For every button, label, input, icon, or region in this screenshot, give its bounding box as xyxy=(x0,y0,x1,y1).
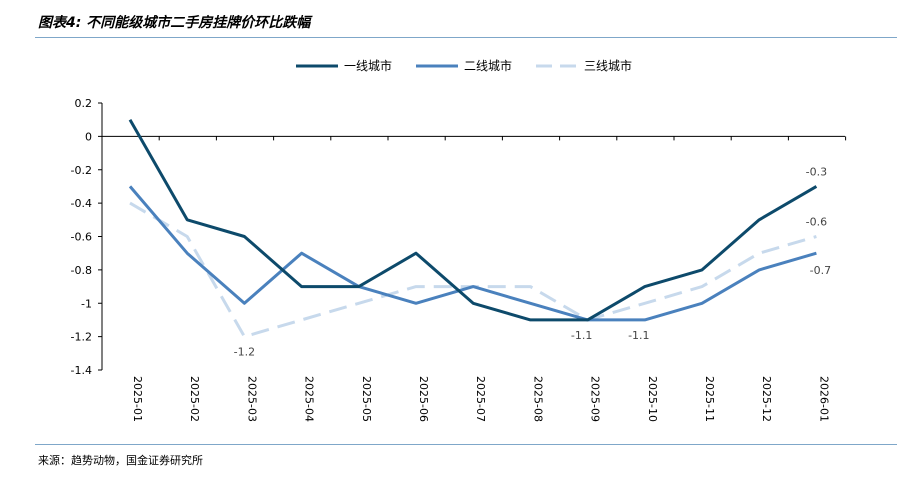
data-label: -0.6 xyxy=(806,216,827,229)
chart-title: 图表4: 不同能级城市二手房挂牌价环比跌幅 xyxy=(38,15,311,31)
series-line-2 xyxy=(128,185,817,322)
x-tick-label: 2025-10 xyxy=(646,376,659,422)
series-layer xyxy=(128,118,818,339)
data-labels: -0.3 -0.7 -0.6 -1.2 -1.1 -1.1 xyxy=(234,165,831,358)
data-label: -1.1 xyxy=(628,329,649,342)
y-tick-label: -1.4 xyxy=(71,364,92,377)
y-tick-label: -0.2 xyxy=(71,164,92,177)
x-tick-label: 2025-02 xyxy=(188,376,201,422)
y-tick-label: -0.4 xyxy=(71,197,92,210)
y-tick-label: 0 xyxy=(85,130,92,143)
data-label: -1.2 xyxy=(234,346,255,359)
data-label: -0.3 xyxy=(806,165,827,178)
x-tick-label: 2025-09 xyxy=(589,376,602,422)
series-line-3 xyxy=(129,201,817,339)
line-chart: 一线城市 二线城市 三线城市 0.20-0.2-0.4-0.6-0.8-1-1.2-… xyxy=(71,58,847,422)
x-tick-label: 2025-06 xyxy=(417,376,430,422)
x-axis: 2025-01 2025-02 2025-03 2025-04 2025-05 2025-… xyxy=(101,135,847,422)
title-divider xyxy=(35,37,897,38)
data-label: -0.7 xyxy=(810,264,831,277)
y-tick-label: -1 xyxy=(81,297,92,310)
x-tick-label: 2025-12 xyxy=(760,376,773,422)
x-tick-label: 2025-05 xyxy=(360,376,373,422)
series-line-1 xyxy=(128,118,818,322)
x-tick-label: 2025-03 xyxy=(245,376,258,422)
legend-label: 三线城市 xyxy=(584,58,632,73)
data-label: -1.1 xyxy=(571,329,592,342)
y-tick-label: -1.2 xyxy=(71,331,92,344)
x-tick-label: 2025-04 xyxy=(303,376,316,422)
x-tick-label: 2025-01 xyxy=(131,376,144,422)
y-axis: 0.2 0 -0.2 -0.4 -0.6 -0.8 -1 -1.2 -1.4 xyxy=(71,97,103,377)
x-tick-label: 2026-01 xyxy=(817,376,830,422)
y-tick-label: -0.6 xyxy=(71,231,92,244)
x-tick-label: 2025-07 xyxy=(474,376,487,422)
x-tick-label: 2025-11 xyxy=(703,376,716,422)
source-note: 来源：趋势动物，国金证券研究所 xyxy=(38,454,203,467)
legend-label: 一线城市 xyxy=(344,58,392,73)
y-tick-label: -0.8 xyxy=(71,264,92,277)
y-tick-label: 0.2 xyxy=(75,97,93,110)
legend: 一线城市 二线城市 三线城市 xyxy=(296,58,632,73)
source-divider xyxy=(35,444,897,445)
x-tick-label: 2025-08 xyxy=(531,376,544,422)
legend-label: 二线城市 xyxy=(464,58,512,73)
